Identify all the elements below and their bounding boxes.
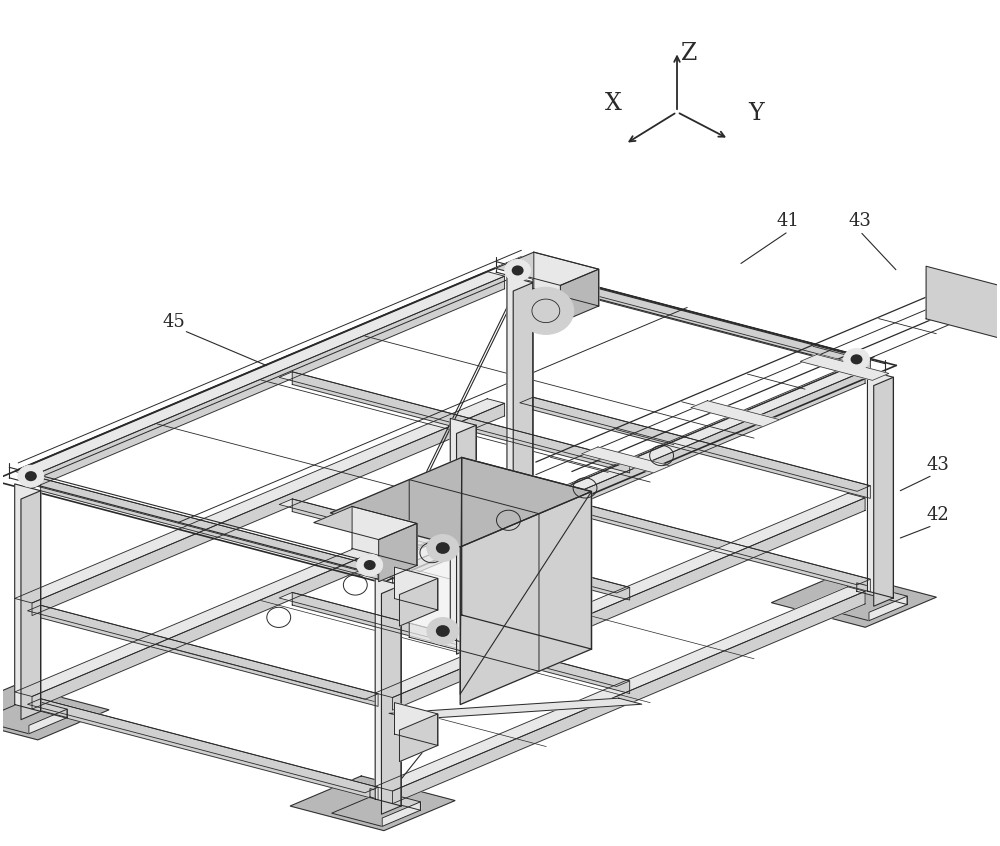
Polygon shape xyxy=(375,493,865,698)
Polygon shape xyxy=(382,802,420,827)
Polygon shape xyxy=(292,592,630,694)
Polygon shape xyxy=(533,491,870,592)
Polygon shape xyxy=(867,371,893,598)
Circle shape xyxy=(518,288,574,334)
Circle shape xyxy=(357,554,383,576)
Circle shape xyxy=(436,625,450,637)
Polygon shape xyxy=(533,398,870,498)
Polygon shape xyxy=(381,585,401,814)
Polygon shape xyxy=(399,579,438,626)
Polygon shape xyxy=(41,699,378,799)
Polygon shape xyxy=(394,702,438,745)
Polygon shape xyxy=(503,490,554,512)
Polygon shape xyxy=(375,587,865,791)
Polygon shape xyxy=(28,699,378,793)
Polygon shape xyxy=(534,252,599,306)
Polygon shape xyxy=(926,266,998,338)
Polygon shape xyxy=(0,685,109,740)
Polygon shape xyxy=(513,283,533,512)
Polygon shape xyxy=(393,497,865,710)
Polygon shape xyxy=(800,354,889,381)
Polygon shape xyxy=(279,499,630,593)
Polygon shape xyxy=(290,776,455,831)
Text: 44: 44 xyxy=(379,788,402,806)
Polygon shape xyxy=(520,491,870,585)
Polygon shape xyxy=(465,498,554,528)
Circle shape xyxy=(427,618,459,645)
Polygon shape xyxy=(516,503,554,528)
Polygon shape xyxy=(41,478,378,580)
Polygon shape xyxy=(457,426,476,654)
Polygon shape xyxy=(389,698,642,719)
Polygon shape xyxy=(32,497,505,709)
Polygon shape xyxy=(0,705,67,733)
Circle shape xyxy=(844,349,869,371)
Polygon shape xyxy=(582,447,670,473)
Polygon shape xyxy=(292,499,630,600)
Polygon shape xyxy=(874,377,893,607)
Polygon shape xyxy=(41,605,378,706)
Polygon shape xyxy=(560,269,599,322)
Polygon shape xyxy=(375,366,865,570)
Polygon shape xyxy=(409,480,539,671)
Polygon shape xyxy=(279,592,630,686)
Polygon shape xyxy=(771,573,936,627)
Polygon shape xyxy=(32,276,505,488)
Polygon shape xyxy=(370,788,420,810)
Polygon shape xyxy=(375,579,401,806)
Text: 43: 43 xyxy=(849,212,871,230)
Polygon shape xyxy=(29,709,67,733)
Polygon shape xyxy=(15,272,505,475)
Text: 45: 45 xyxy=(162,313,185,331)
Text: 42: 42 xyxy=(926,507,949,525)
Polygon shape xyxy=(399,714,438,761)
Circle shape xyxy=(505,260,531,282)
Circle shape xyxy=(851,354,862,365)
Circle shape xyxy=(18,465,44,487)
Polygon shape xyxy=(857,583,907,605)
Circle shape xyxy=(25,471,37,481)
Polygon shape xyxy=(520,398,870,492)
Circle shape xyxy=(364,560,376,570)
Polygon shape xyxy=(462,458,591,649)
Polygon shape xyxy=(394,567,438,610)
Circle shape xyxy=(436,542,450,554)
Text: 43: 43 xyxy=(926,456,949,474)
Polygon shape xyxy=(507,276,533,503)
Polygon shape xyxy=(379,524,417,582)
Polygon shape xyxy=(332,797,420,827)
Polygon shape xyxy=(314,507,417,540)
Text: Z: Z xyxy=(681,41,697,64)
Polygon shape xyxy=(352,507,417,565)
Text: 41: 41 xyxy=(777,212,800,230)
Polygon shape xyxy=(869,596,907,621)
Polygon shape xyxy=(21,491,41,720)
Polygon shape xyxy=(460,492,591,705)
Polygon shape xyxy=(393,591,865,804)
Polygon shape xyxy=(279,371,630,466)
Polygon shape xyxy=(496,252,599,285)
Polygon shape xyxy=(691,401,779,426)
Circle shape xyxy=(512,266,524,276)
Circle shape xyxy=(427,535,459,562)
Polygon shape xyxy=(15,484,41,711)
Polygon shape xyxy=(292,371,630,473)
Polygon shape xyxy=(28,605,378,700)
Polygon shape xyxy=(425,482,590,536)
Polygon shape xyxy=(330,458,591,547)
Polygon shape xyxy=(393,371,865,583)
Text: Y: Y xyxy=(748,102,763,125)
Polygon shape xyxy=(15,398,505,603)
Polygon shape xyxy=(15,492,505,696)
Polygon shape xyxy=(533,270,870,371)
Polygon shape xyxy=(818,591,907,621)
Polygon shape xyxy=(28,478,378,572)
Polygon shape xyxy=(450,419,476,645)
Polygon shape xyxy=(17,696,67,717)
Polygon shape xyxy=(520,270,870,364)
Polygon shape xyxy=(32,404,505,616)
Text: X: X xyxy=(605,92,622,115)
